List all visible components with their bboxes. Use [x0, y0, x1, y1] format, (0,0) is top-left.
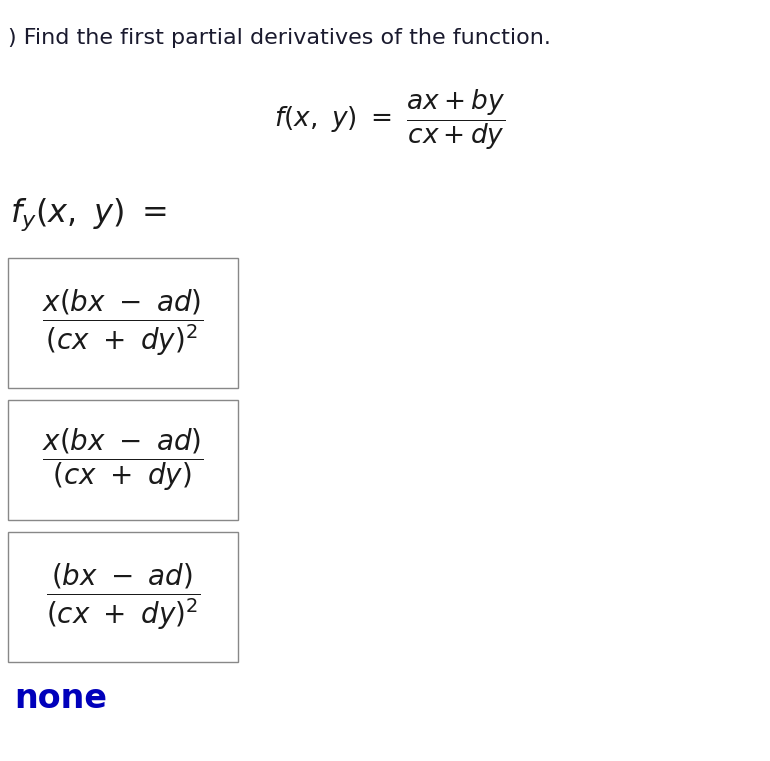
Text: ) Find the first partial derivatives of the function.: ) Find the first partial derivatives of …	[8, 28, 551, 48]
Bar	[8, 532, 238, 662]
Bar	[8, 400, 238, 520]
Bar	[8, 258, 238, 388]
Text: $\dfrac{\mathit{x}(\mathit{bx}\ -\ \mathit{ad})}{(\mathit{cx}\ +\ \mathit{dy})^{: $\dfrac{\mathit{x}(\mathit{bx}\ -\ \math…	[42, 288, 204, 358]
Text: $\mathit{f}_{\mathit{y}}(\mathit{x},\ \mathit{y})\ =$: $\mathit{f}_{\mathit{y}}(\mathit{x},\ \m…	[10, 197, 167, 234]
Text: $\dfrac{\mathit{x}(\mathit{bx}\ -\ \mathit{ad})}{(\mathit{cx}\ +\ \mathit{dy})}$: $\dfrac{\mathit{x}(\mathit{bx}\ -\ \math…	[42, 427, 204, 493]
Text: $\mathit{f}(\mathit{x},\ \mathit{y})\ =\ \dfrac{\mathit{ax} + \mathit{by}}{\math: $\mathit{f}(\mathit{x},\ \mathit{y})\ =\…	[274, 88, 506, 152]
Text: $\dfrac{(\mathit{bx}\ -\ \mathit{ad})}{(\mathit{cx}\ +\ \mathit{dy})^{2}}$: $\dfrac{(\mathit{bx}\ -\ \mathit{ad})}{(…	[45, 562, 200, 632]
Text: none: none	[14, 682, 107, 715]
